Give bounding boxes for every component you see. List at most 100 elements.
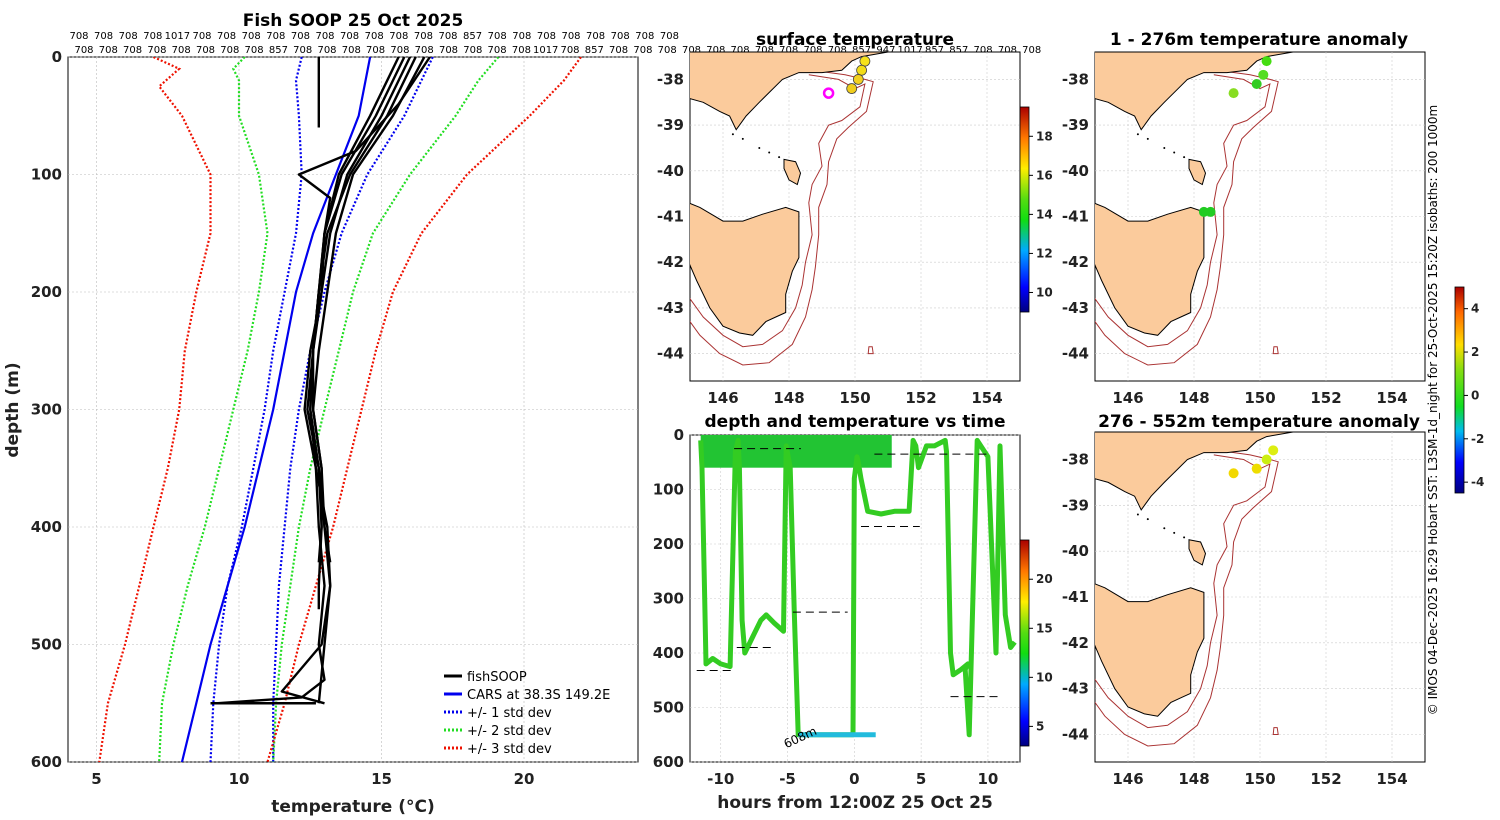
station-row-bottom: 708 708 708 708 708 708 708 708 857 708 708 708 708 7…: [74, 45, 1041, 56]
shallow-track-band: [700, 435, 892, 468]
std-dev-line: [272, 57, 434, 762]
colorbar-tick-label: 10: [1036, 285, 1053, 299]
anomaly-colorbar: [1454, 286, 1465, 494]
fishsoop-profile-line: [280, 57, 400, 705]
map-surface-temperature: 146 148 150 152 154 -38 -39 -40 -41 -42 -43 -44 sur…: [657, 30, 1053, 407]
station-point: [1228, 88, 1239, 99]
station-number: 708: [633, 45, 652, 56]
x-tick-label: 20: [514, 770, 535, 788]
station-number: 708: [342, 45, 361, 56]
station-number: 708: [660, 31, 679, 42]
map-lat-label: -43: [657, 299, 684, 317]
legend-std1: +/- 1 std dev: [467, 706, 552, 721]
colorbar-tick-label: 4: [1471, 302, 1479, 316]
y-tick-label: 300: [31, 401, 62, 419]
small-island: [778, 156, 781, 159]
y-tick-label: 100: [31, 166, 62, 184]
station-number: 708: [242, 31, 261, 42]
cars-line: [180, 57, 372, 762]
map-lat-label: -41: [1062, 208, 1089, 226]
station-number: 708: [609, 45, 628, 56]
legend-std3: +/- 3 std dev: [467, 742, 552, 757]
station-number: 857: [463, 31, 482, 42]
station-number: 708: [266, 31, 285, 42]
time-y-label: 500: [653, 699, 684, 717]
time-x-label: 10: [977, 770, 998, 788]
profile-title: Fish SOOP 25 Oct 2025: [243, 11, 464, 31]
station-number: 708: [561, 31, 580, 42]
station-number: 708: [828, 45, 847, 56]
station-number: 708: [439, 45, 458, 56]
fishsoop-profile-line: [303, 57, 412, 704]
tasmania-coast: [1095, 583, 1205, 717]
station-number: 708: [245, 45, 264, 56]
station-number: 708: [317, 45, 336, 56]
profile-grid: [68, 56, 638, 763]
colorbar-tick-label: 20: [1036, 572, 1053, 586]
small-island: [1146, 518, 1149, 521]
x-tick-label: 10: [229, 770, 250, 788]
std-dev-line: [272, 57, 500, 762]
station-number: 708: [1022, 45, 1041, 56]
station-number: 1017: [165, 31, 190, 42]
station-number: 708: [463, 45, 482, 56]
mainland-coast: [1095, 432, 1294, 511]
station-number: 708: [803, 45, 822, 56]
small-island: [1173, 531, 1176, 534]
map-lat-label: -43: [1062, 680, 1089, 698]
time-x-label: 5: [916, 770, 926, 788]
map-lon-label: 154: [971, 389, 1002, 407]
station-number: 708: [706, 45, 725, 56]
small-island: [1136, 513, 1139, 516]
small-island: [741, 137, 744, 140]
station-point: [1268, 445, 1279, 456]
small-island: [758, 146, 761, 149]
station-number: 708: [220, 45, 239, 56]
map-lon-label: 152: [905, 389, 936, 407]
station-point: [846, 83, 858, 94]
map-lon-label: 146: [1112, 389, 1143, 407]
fishsoop-profile-line: [216, 57, 406, 705]
map-lat-label: -39: [657, 116, 684, 134]
station-number: 857: [949, 45, 968, 56]
station-number: 708: [512, 45, 531, 56]
isobath-1000m: [1095, 449, 1279, 747]
station-number: 708: [998, 45, 1017, 56]
sst-colorbar: [1019, 106, 1030, 313]
station-point: [859, 55, 871, 67]
station-number: 708: [293, 45, 312, 56]
colorbar-tick-label: 15: [1036, 621, 1053, 635]
isobath-1000m: [1095, 69, 1279, 366]
station-number: 708: [537, 31, 556, 42]
small-island: [768, 151, 771, 154]
profile-lines: [98, 57, 582, 762]
isobath-200m: [1095, 74, 1271, 348]
small-island: [1173, 151, 1176, 154]
profile-legend: fishSOOP CARS at 38.3S 149.2E +/- 1 std …: [444, 670, 610, 757]
station-number: 708: [123, 45, 142, 56]
station-number: 708: [291, 31, 310, 42]
map-lat-label: -39: [1062, 116, 1089, 134]
y-tick-label: 0: [52, 48, 62, 66]
station-number: 708: [192, 31, 211, 42]
flinders-island: [783, 158, 802, 186]
tasmania-coast: [690, 202, 800, 336]
map-lon-label: 154: [1376, 389, 1407, 407]
y-tick-label: 600: [31, 753, 62, 771]
station-number: 708: [340, 31, 359, 42]
fishsoop-profile-line: [297, 57, 431, 563]
map3-title: 276 - 552m temperature anomaly: [1098, 412, 1420, 432]
time-xlabel: hours from 12:00Z 25 Oct 25: [717, 793, 993, 813]
station-point: [852, 74, 864, 85]
side-caption: © IMOS 04-Dec-2025 16:29 Hobart SST: L3S…: [1426, 105, 1440, 716]
station-point: [1261, 56, 1272, 67]
std-dev-line: [158, 57, 269, 762]
station-number: 708: [365, 31, 384, 42]
depth-track: [698, 437, 1017, 738]
map-lon-label: 150: [839, 389, 870, 407]
time-x-label: -10: [707, 770, 734, 788]
time-y-label: 0: [674, 426, 684, 444]
map-lat-label: -43: [1062, 299, 1089, 317]
station-number: 1017: [533, 45, 558, 56]
